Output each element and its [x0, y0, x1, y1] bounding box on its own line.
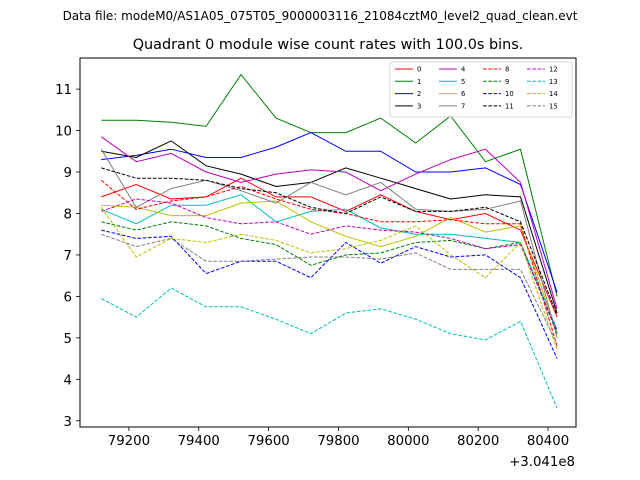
x-tick-label: 79600 — [247, 434, 289, 449]
legend-label-0: 0 — [417, 66, 421, 74]
legend-label-15: 15 — [549, 102, 558, 110]
legend-label-12: 12 — [549, 66, 558, 74]
x-tick-label: 80200 — [457, 434, 499, 449]
series-line-4 — [101, 136, 558, 309]
series-line-7 — [100, 148, 558, 339]
y-tick-label: 7 — [64, 249, 72, 264]
y-tick-label: 9 — [64, 166, 72, 181]
plot-lines — [100, 73, 558, 409]
x-tick-label: 80400 — [527, 434, 569, 449]
legend-label-8: 8 — [505, 66, 509, 74]
y-tick-label: 11 — [55, 83, 72, 98]
axes-ticks: 79200 79400 79600 79800 80000 80200 80400 3 4 5 6 7… — [55, 83, 569, 449]
series-line-5 — [101, 194, 558, 330]
x-tick-label: 79400 — [178, 434, 220, 449]
series-line-1 — [101, 73, 558, 297]
chart-title: Quadrant 0 module wise count rates with … — [133, 37, 524, 53]
legend-label-14: 14 — [549, 90, 558, 98]
series-line-15 — [101, 233, 558, 345]
series-line-3 — [101, 140, 558, 314]
x-tick-label: 79800 — [317, 434, 359, 449]
legend-label-1: 1 — [417, 78, 421, 86]
series-line-12 — [101, 198, 558, 332]
y-tick-label: 3 — [64, 415, 72, 430]
legend-label-11: 11 — [505, 102, 514, 110]
x-offset-label: +3.041e8 — [509, 455, 575, 470]
series-line-11 — [101, 167, 558, 316]
y-tick-label: 10 — [55, 125, 72, 140]
legend-label-9: 9 — [505, 78, 509, 86]
y-tick-label: 8 — [64, 207, 72, 222]
chart-suptitle: Data file: modeM0/AS1A05_075T05_90000031… — [63, 9, 578, 23]
series-line-8 — [100, 179, 558, 347]
series-line-0 — [101, 177, 558, 318]
series-line-2 — [101, 132, 558, 293]
legend-label-10: 10 — [505, 90, 514, 98]
legend-label-6: 6 — [461, 90, 465, 98]
y-tick-label: 5 — [64, 332, 72, 347]
series-line-6 — [101, 200, 558, 334]
legend-box — [389, 61, 573, 118]
series-line-13 — [101, 287, 558, 409]
y-tick-label: 4 — [64, 373, 72, 388]
legend-label-7: 7 — [461, 102, 465, 110]
axes-frame — [79, 57, 577, 428]
legend-label-5: 5 — [461, 78, 465, 86]
x-tick-label: 80000 — [387, 434, 429, 449]
x-tick-label: 79200 — [108, 434, 150, 449]
series-line-10 — [101, 229, 558, 359]
legend-label-3: 3 — [417, 102, 421, 110]
legend-label-13: 13 — [549, 78, 558, 86]
legend-label-4: 4 — [461, 66, 465, 74]
y-tick-label: 6 — [64, 290, 72, 305]
series-line-14 — [100, 207, 558, 351]
legend-label-2: 2 — [417, 90, 421, 98]
